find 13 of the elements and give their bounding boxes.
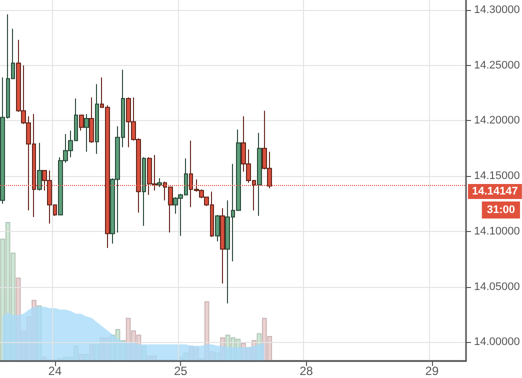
y-tick-label: 14.25000 bbox=[474, 59, 520, 72]
x-tick-label: 29 bbox=[425, 364, 439, 378]
y-tick-label: 14.05000 bbox=[474, 280, 520, 293]
x-tick-label: 28 bbox=[300, 364, 314, 378]
text: 31:00 bbox=[486, 204, 516, 216]
ref-line-label: 14.14147 bbox=[472, 186, 518, 198]
x-tick-label: 25 bbox=[174, 364, 188, 378]
y-tick-label: 14.15000 bbox=[474, 170, 520, 182]
x-tick-label: 24 bbox=[48, 364, 62, 378]
y-tick-label: 14.10000 bbox=[474, 225, 520, 238]
y-tick-label: 14.00000 bbox=[474, 336, 520, 348]
y-tick-label: 14.20000 bbox=[474, 114, 520, 127]
y-tick-label: 14.30000 bbox=[474, 4, 520, 16]
